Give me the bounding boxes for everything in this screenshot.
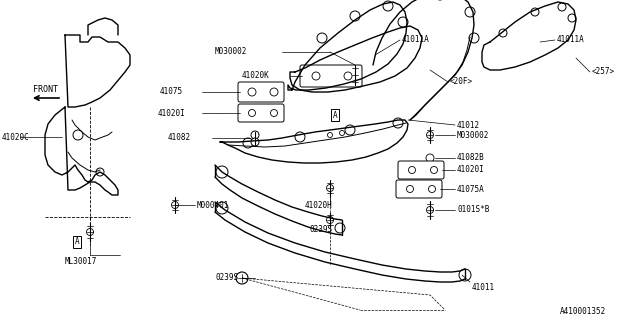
Text: 41020H: 41020H	[305, 201, 333, 210]
Circle shape	[328, 132, 333, 138]
Text: M000401: M000401	[197, 201, 229, 210]
Text: 41020C: 41020C	[2, 132, 29, 141]
Circle shape	[469, 33, 479, 43]
Circle shape	[248, 109, 255, 116]
Text: <20F>: <20F>	[450, 77, 473, 86]
Circle shape	[406, 186, 413, 193]
Text: 41011A: 41011A	[402, 36, 429, 44]
Circle shape	[426, 132, 433, 139]
Text: A410001352: A410001352	[560, 308, 606, 316]
Circle shape	[398, 17, 408, 27]
Circle shape	[426, 206, 433, 213]
Circle shape	[312, 72, 320, 80]
Circle shape	[326, 217, 333, 223]
Circle shape	[216, 166, 228, 178]
Circle shape	[236, 272, 248, 284]
Circle shape	[408, 166, 415, 173]
Circle shape	[248, 88, 256, 96]
FancyBboxPatch shape	[398, 161, 444, 179]
Text: 41020I: 41020I	[158, 108, 186, 117]
Text: A: A	[75, 237, 79, 246]
Circle shape	[465, 7, 475, 17]
FancyBboxPatch shape	[238, 82, 284, 102]
Circle shape	[350, 11, 360, 21]
FancyBboxPatch shape	[300, 65, 362, 87]
FancyBboxPatch shape	[238, 104, 284, 122]
Circle shape	[499, 29, 507, 37]
Text: <257>: <257>	[592, 68, 615, 76]
Text: 41011A: 41011A	[557, 36, 585, 44]
Text: 41082B: 41082B	[457, 154, 484, 163]
Circle shape	[335, 223, 345, 233]
Text: ML30017: ML30017	[65, 258, 97, 267]
Circle shape	[383, 1, 393, 11]
Text: 0101S*B: 0101S*B	[457, 205, 490, 214]
Circle shape	[426, 163, 434, 171]
Circle shape	[251, 131, 259, 139]
Circle shape	[393, 118, 403, 128]
Circle shape	[345, 125, 355, 135]
Circle shape	[429, 186, 435, 193]
Text: 41012: 41012	[457, 121, 480, 130]
Circle shape	[326, 185, 333, 191]
Text: 41020K: 41020K	[242, 71, 269, 81]
Text: M030002: M030002	[215, 47, 248, 57]
Circle shape	[172, 202, 179, 209]
Circle shape	[431, 166, 438, 173]
Text: 41011: 41011	[472, 284, 495, 292]
Circle shape	[459, 269, 471, 281]
Circle shape	[216, 202, 228, 214]
Circle shape	[351, 71, 358, 78]
FancyBboxPatch shape	[396, 180, 442, 198]
Circle shape	[86, 228, 93, 236]
Circle shape	[531, 8, 539, 16]
Circle shape	[96, 168, 104, 176]
Text: FRONT: FRONT	[33, 85, 58, 94]
Text: 41020I: 41020I	[457, 165, 484, 174]
Circle shape	[73, 130, 83, 140]
Circle shape	[271, 109, 278, 116]
Circle shape	[317, 33, 327, 43]
Text: 41082: 41082	[168, 133, 191, 142]
Text: 0239S: 0239S	[215, 274, 238, 283]
Circle shape	[295, 132, 305, 142]
Circle shape	[558, 3, 566, 11]
Circle shape	[344, 72, 352, 80]
Circle shape	[568, 14, 576, 22]
Text: 0239S: 0239S	[310, 226, 333, 235]
Text: A: A	[333, 110, 337, 119]
Circle shape	[270, 88, 278, 96]
Circle shape	[426, 154, 434, 162]
Text: 41075: 41075	[160, 87, 183, 97]
Text: 41075A: 41075A	[457, 185, 484, 194]
Circle shape	[243, 138, 253, 148]
Circle shape	[339, 131, 344, 135]
Circle shape	[251, 138, 259, 146]
Text: M030002: M030002	[457, 131, 490, 140]
